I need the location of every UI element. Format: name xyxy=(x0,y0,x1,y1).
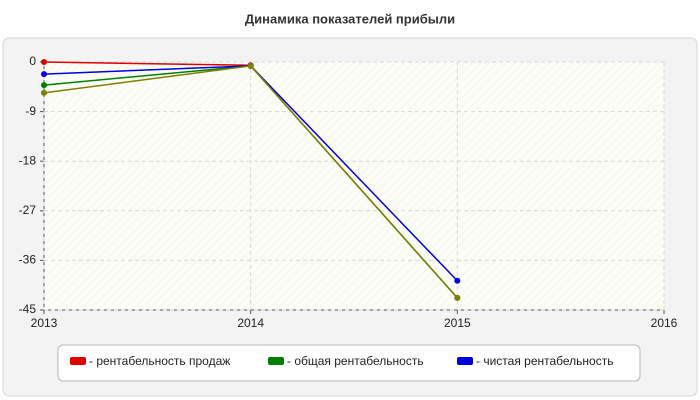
legend-label: - чистая рентабельность xyxy=(476,354,613,368)
legend-swatch xyxy=(268,357,284,365)
legend-label: - рентабельность продаж xyxy=(89,354,230,368)
x-tick-label: 2015 xyxy=(444,316,471,330)
point xyxy=(41,89,47,96)
point xyxy=(41,82,47,89)
x-tick-label: 2014 xyxy=(237,316,264,330)
point xyxy=(247,62,254,69)
y-tick-label: -45 xyxy=(19,302,37,316)
point xyxy=(454,294,461,301)
y-tick-label: -9 xyxy=(25,104,36,118)
point xyxy=(41,59,47,65)
point xyxy=(41,71,47,78)
y-tick-label: 0 xyxy=(29,54,36,68)
legend-label: - общая рентабельность xyxy=(287,354,424,368)
plot-area xyxy=(44,62,664,310)
y-tick-label: -36 xyxy=(19,253,37,267)
point xyxy=(454,277,461,284)
x-tick-label: 2016 xyxy=(651,316,678,330)
legend-swatch xyxy=(70,357,86,365)
chart-title: Динамика показателей прибыли xyxy=(245,11,455,26)
y-tick-label: -27 xyxy=(19,203,37,217)
y-tick-label: -18 xyxy=(19,153,37,167)
legend xyxy=(57,344,641,382)
series-line xyxy=(43,61,251,67)
legend-swatch xyxy=(457,357,473,365)
x-tick-label: 2013 xyxy=(31,316,58,330)
